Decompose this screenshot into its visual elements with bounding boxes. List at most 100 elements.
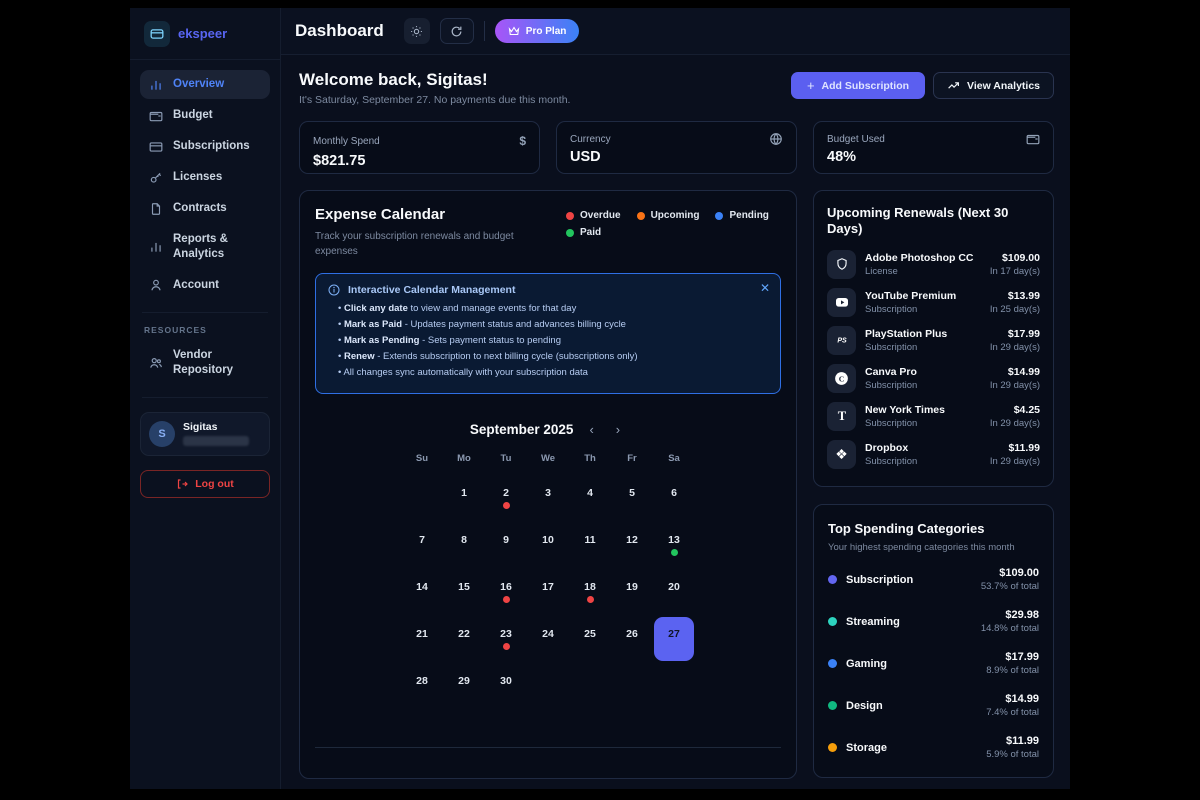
calendar-day-23[interactable]: 23 [486,617,526,661]
renewal-item-youtube-premium: YouTube Premium Subscription $13.99 In 2… [827,287,1040,317]
day-number: 12 [626,534,638,546]
stat-value: USD [570,149,601,165]
refresh-button[interactable] [439,18,474,44]
add-subscription-button[interactable]: + Add Subscription [790,72,926,99]
globe-icon [769,132,783,146]
sidebar-item-vendor-repository[interactable]: Vendor Repository [140,341,270,385]
info-bullet: Renew - Extends subscription to next bil… [338,351,768,362]
calendar-day-8[interactable]: 8 [444,523,484,567]
calendar-day-11[interactable]: 11 [570,523,610,567]
sidebar-item-budget[interactable]: Budget [140,101,270,130]
calendar-next-button[interactable]: › [610,422,626,437]
avatar: S [149,420,175,447]
category-percent: 5.9% of total [986,749,1039,761]
calendar-day-19[interactable]: 19 [612,570,652,614]
renewal-item-dropbox: ❖ Dropbox Subscription $11.99 In 29 day(… [827,439,1040,469]
calendar-day-24[interactable]: 24 [528,617,568,661]
day-number: 20 [668,581,680,593]
sidebar: ekspeer Overview Budget Subscriptions Li… [130,8,281,789]
sidebar-item-subscriptions[interactable]: Subscriptions [140,132,270,161]
event-dot [670,549,678,556]
theme-toggle-button[interactable] [403,18,430,44]
sidebar-item-label: Reports & Analytics [173,233,228,260]
calendar-day-5[interactable]: 5 [612,476,652,520]
logout-button[interactable]: Log out [140,469,270,498]
user-email-redacted [183,436,249,447]
day-number: 24 [542,628,554,640]
sidebar-item-account[interactable]: Account [140,271,270,300]
renewal-due: In 29 day(s) [989,417,1040,429]
brand: ekspeer [130,8,280,60]
calendar-day-21[interactable]: 21 [402,617,442,661]
top-spending-card: Top Spending Categories Your highest spe… [813,504,1054,778]
legend-item-overdue: Overdue [566,210,621,221]
calendar-subtitle: Track your subscription renewals and bud… [315,231,514,257]
calendar-prev-button[interactable]: ‹ [583,422,599,437]
calendar-day-20[interactable]: 20 [654,570,694,614]
renewal-due: In 25 day(s) [989,303,1040,315]
nyt-icon: T [827,401,856,431]
renewal-name: Canva Pro [865,365,917,378]
calendar-day-16[interactable]: 16 [486,570,526,614]
calendar-day-9[interactable]: 9 [486,523,526,567]
legend-dot [636,211,645,220]
calendar-day-10[interactable]: 10 [528,523,568,567]
brand-logo-card-icon [144,20,170,47]
calendar-day-3[interactable]: 3 [528,476,568,520]
calendar-day-6[interactable]: 6 [654,476,694,520]
day-number: 10 [542,534,554,546]
calendar-day-29[interactable]: 29 [444,664,484,708]
calendar-day-4[interactable]: 4 [570,476,610,520]
info-close-button[interactable]: ✕ [759,281,770,295]
legend-dot [715,211,724,220]
calendar-day-7[interactable]: 7 [402,523,442,567]
stat-card-budget-used: Budget Used 48% [813,121,1054,174]
calendar-day-27[interactable]: 27 [654,617,694,661]
calendar-day-26[interactable]: 26 [612,617,652,661]
calendar-month-label: September 2025 [469,422,574,437]
renewals-title: Upcoming Renewals (Next 30 Days) [827,205,1009,237]
youtube-icon [827,287,856,317]
sidebar-item-overview[interactable]: Overview [140,70,270,99]
logout-icon [176,478,189,490]
calendar-day-30[interactable]: 30 [486,664,526,708]
resources-section-label: RESOURCES [144,324,207,335]
stat-label: Budget Used [827,133,885,145]
calendar-day-2[interactable]: 2 [486,476,526,520]
calendar-day-15[interactable]: 15 [444,570,484,614]
sidebar-item-contracts[interactable]: Contracts [140,194,270,223]
sidebar-item-licenses[interactable]: Licenses [140,163,270,192]
view-analytics-label: View Analytics [967,79,1040,92]
calendar-day-14[interactable]: 14 [402,570,442,614]
info-box-title: Interactive Calendar Management [348,284,516,296]
info-bullet: Mark as Paid - Updates payment status an… [338,319,768,330]
calendar-day-17[interactable]: 17 [528,570,568,614]
day-number: 5 [629,487,635,499]
svg-text:T: T [837,409,846,423]
calendar-day-1[interactable]: 1 [444,476,484,520]
renewal-price: $13.99 [1007,289,1040,302]
day-number: 6 [671,487,677,499]
users-icon [149,355,164,370]
pro-plan-button[interactable]: Pro Plan [494,19,580,43]
calendar-day-22[interactable]: 22 [444,617,484,661]
renewal-due: In 29 day(s) [989,341,1040,353]
view-analytics-button[interactable]: View Analytics [933,72,1054,99]
calendar-day-13[interactable]: 13 [654,523,694,567]
legend-label: Upcoming [650,210,700,221]
sidebar-item-reports-analytics[interactable]: Reports & Analytics [140,225,270,269]
calendar-day-25[interactable]: 25 [570,617,610,661]
category-amount: $109.00 [999,567,1039,580]
calendar-day-12[interactable]: 12 [612,523,652,567]
legend-dot [566,228,574,237]
upcoming-renewals-card: Upcoming Renewals (Next 30 Days) Adobe P… [813,190,1054,487]
category-dot [828,617,837,627]
sun-icon [410,25,423,38]
category-label: Gaming [846,657,887,670]
calendar-day-18[interactable]: 18 [570,570,610,614]
calendar-day-28[interactable]: 28 [402,664,442,708]
svg-text:C: C [839,374,845,383]
stat-value: 48% [827,149,857,165]
renewal-price: $17.99 [1007,327,1040,340]
playstation-icon: PS [827,325,856,355]
